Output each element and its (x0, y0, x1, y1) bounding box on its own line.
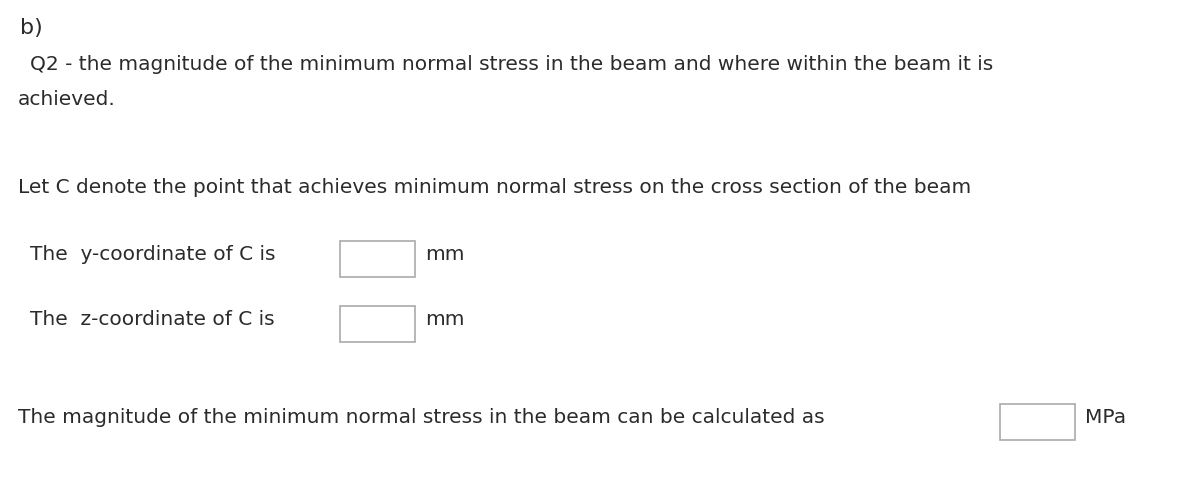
Bar (340, 241, 416, 277)
Text: Let C denote the point that achieves minimum normal stress on the cross section : Let C denote the point that achieves min… (18, 178, 971, 197)
Text: The  y-coordinate of C is: The y-coordinate of C is (30, 245, 276, 264)
Text: mm: mm (425, 245, 464, 264)
Text: mm: mm (425, 310, 464, 329)
Text: The  z-coordinate of C is: The z-coordinate of C is (30, 310, 275, 329)
Text: Q2 - the magnitude of the minimum normal stress in the beam and where within the: Q2 - the magnitude of the minimum normal… (30, 55, 993, 74)
Bar (340, 306, 416, 342)
Bar (1001, 404, 1075, 440)
Text: achieved.: achieved. (18, 90, 116, 109)
Text: MPa: MPa (1085, 408, 1126, 427)
Text: The magnitude of the minimum normal stress in the beam can be calculated as: The magnitude of the minimum normal stre… (18, 408, 825, 427)
Text: b): b) (20, 18, 43, 38)
